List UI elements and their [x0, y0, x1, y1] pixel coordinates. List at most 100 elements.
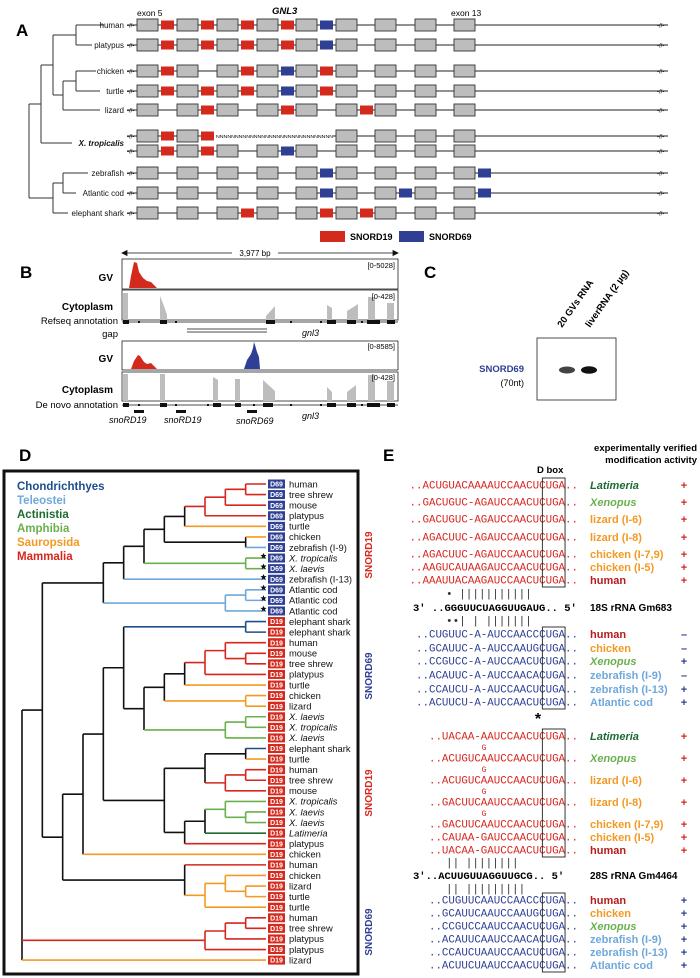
exon [374, 38, 397, 52]
leaf-badge [268, 669, 285, 679]
activity-sign: + [681, 562, 687, 574]
leaf-label: tree shrew [289, 658, 333, 669]
leaf-badge [268, 955, 285, 965]
panel-label-a: A [16, 21, 28, 40]
species-name: human [590, 845, 626, 857]
sequence: ..CCGUCCAAUCCAACUCUGA.. [429, 922, 578, 934]
activity-sign: + [681, 845, 687, 857]
gene-row: turtle -//- -//- [106, 84, 668, 98]
exon [374, 84, 397, 98]
snord69-box [320, 168, 333, 178]
leaf-badge-text: D19 [270, 884, 283, 891]
dbox-frame [541, 626, 566, 710]
tree-leaf: D19 mouse [268, 648, 317, 659]
snord69-box [320, 40, 333, 50]
exon [295, 103, 318, 117]
gene-row: zebrafish -//- -//- [92, 166, 668, 180]
snord19-box [320, 86, 333, 96]
exon [414, 144, 437, 158]
leaf-label: Latimeria [289, 827, 328, 838]
gene-row: -//- -//- [127, 144, 668, 158]
snord69-box [478, 168, 491, 178]
sequence: ..ACAUUC-A-AUCCAACACUGA.. [416, 671, 578, 683]
snord19-box [161, 40, 174, 50]
exon [335, 38, 358, 52]
leaf-label: Atlantic cod [289, 605, 337, 616]
tree-leaf: D69 turtle [268, 521, 310, 532]
panel-c: C 20 GVs RNA liverRNA (2 µg) SNORD69 (70… [424, 263, 631, 401]
leaf-badge-text: D19 [270, 799, 283, 806]
snord19-box [161, 146, 174, 156]
leaf-badge-text: D19 [270, 640, 283, 647]
gene-row: platypus -//- -//- [94, 38, 668, 52]
leaf-badge-text: D19 [270, 725, 283, 732]
activity-sign: + [681, 480, 687, 492]
track-label-gv-1: GV [99, 273, 114, 284]
tree-leaves: D69 human D69 tree shrew D69 mouse D69 platypus… [260, 478, 352, 965]
refseq-exons [123, 320, 395, 324]
panel-b: B 3,977 bp GV [0-5028] Cytoplasm [0-428]… [20, 249, 399, 426]
species-name: Latimeria [590, 480, 639, 492]
break-mark-icon: -//- [657, 70, 664, 76]
sequence: ..GACUGUC-AGAUCCAACUCUGA.. [410, 515, 578, 527]
panel-e: E experimentally verified modification a… [364, 443, 698, 973]
leaf-badge-text: D19 [270, 947, 283, 954]
sequence: ..ACAUUCAAUCCAACACUGA.. [429, 935, 578, 947]
leaf-badge [268, 913, 285, 923]
snord19-box [161, 20, 174, 30]
snord19-box [201, 86, 214, 96]
exon [136, 129, 159, 143]
snord19-box [241, 40, 254, 50]
leaf-badge-text: D69 [270, 609, 283, 616]
leaf-badge-text: D19 [270, 915, 283, 922]
tree-leaf: D19 X. tropicalis [268, 796, 338, 807]
exon [216, 166, 239, 180]
track-cytoplasm-2 [121, 371, 399, 402]
leaf-label: lizard [289, 954, 311, 965]
tree-leaf: D19 lizard [268, 880, 311, 891]
sequence: ..GCAUUC-A-AUCCAAUGCUGA.. [416, 644, 578, 656]
exon [295, 38, 318, 52]
snord19-box [201, 105, 214, 115]
break-mark-icon: -//- [127, 70, 134, 76]
snorna-features [134, 410, 257, 413]
leaf-badge [268, 754, 285, 764]
sequence: ..GACUUCAAUCCAACUCUGA.. [429, 798, 578, 810]
lane-label-liver: liverRNA (2 µg) [583, 268, 631, 330]
leaf-label: human [289, 764, 318, 775]
star-icon [260, 563, 267, 570]
tree-leaf: D19 tree shrew [268, 923, 333, 934]
exon [216, 64, 239, 78]
species-label: X. tropicalis [78, 139, 125, 148]
sequence: ..AAAUUACAAGAUCCAACUCUGA.. [410, 576, 578, 588]
legend-swatch-snord19 [320, 231, 345, 242]
alignment-row: ..GACUGUC-AGAUCCAACUCUGA.. Xenopus + [410, 497, 688, 510]
tree-leaf: D19 platypus [268, 838, 324, 849]
panel-d: D Chondrichthyes Teleostei Actinistia Amphi… [2, 446, 360, 976]
exon [256, 38, 279, 52]
alignment-row: ..AGACUUC-AGAUCCAACUCUGA.. chicken (I-7,9… [410, 549, 688, 562]
species-name: chicken [590, 908, 631, 920]
panel-label-c: C [424, 263, 436, 282]
band-size: (70nt) [500, 378, 524, 388]
clade-legend-item: Mammalia [17, 551, 73, 563]
leaf-badge [268, 712, 285, 722]
leaf-label: mouse [289, 648, 317, 659]
tree-leaf: D19 chicken [268, 870, 321, 881]
exon [216, 38, 239, 52]
snord69-box [399, 188, 412, 198]
exon [256, 84, 279, 98]
snord19-box [281, 40, 294, 50]
leaf-label: X. tropicalis [288, 552, 338, 563]
species-name: Xenopus [589, 497, 636, 509]
scale-label: 3,977 bp [239, 249, 271, 258]
gap-label: gap [102, 329, 118, 340]
exon [414, 84, 437, 98]
exon [256, 186, 279, 200]
tree-leaf: D19 X. laevis [268, 806, 325, 817]
leaf-label: platypus [289, 510, 324, 521]
group-label: SNORD19 [364, 531, 375, 579]
leaf-label: Atlantic cod [289, 595, 337, 606]
species-name: lizard (I-8) [590, 797, 642, 809]
exon [374, 129, 397, 143]
